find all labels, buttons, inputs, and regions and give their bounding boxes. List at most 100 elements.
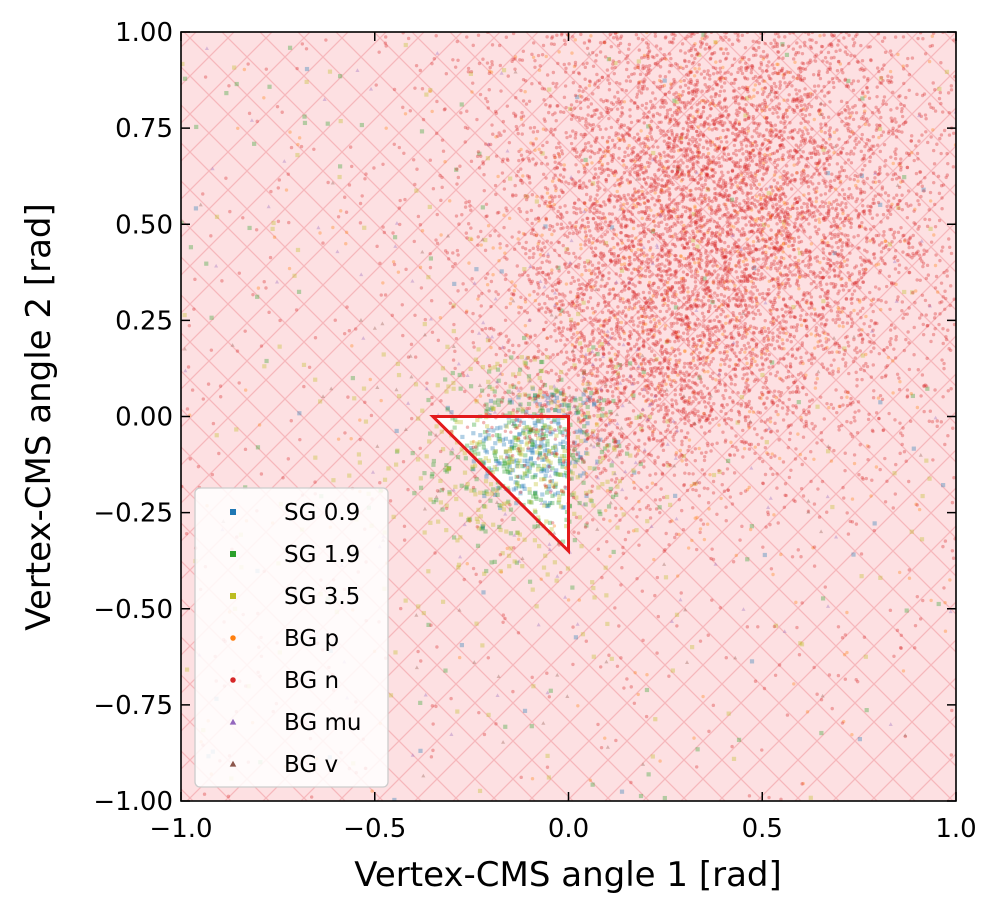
point-bg-n	[736, 34, 740, 38]
point-bg-n	[410, 416, 414, 421]
point-bg-n	[576, 198, 581, 202]
point-sg-1-9	[530, 442, 535, 447]
point-bg-n	[722, 329, 727, 333]
point-sg-1-9	[520, 463, 525, 469]
point-bg-n	[536, 53, 541, 58]
point-bg-n	[852, 235, 856, 239]
point-bg-n	[793, 255, 797, 260]
point-bg-n	[555, 166, 560, 170]
point-bg-n	[887, 411, 891, 416]
point-bg-n	[858, 286, 862, 290]
point-bg-n	[800, 601, 804, 605]
point-bg-p	[499, 570, 504, 574]
point-sg-1-9	[495, 367, 501, 372]
point-bg-n	[819, 44, 824, 49]
point-sg-3-5	[691, 212, 696, 217]
point-sg-1-9	[458, 386, 463, 391]
point-bg-n	[708, 304, 712, 308]
point-bg-n	[823, 192, 828, 196]
point-bg-p	[608, 554, 612, 559]
point-bg-p	[914, 289, 918, 293]
point-bg-n	[606, 74, 610, 78]
point-sg-3-5	[766, 191, 771, 196]
point-sg-3-5	[490, 386, 495, 391]
point-bg-p	[584, 208, 588, 212]
point-bg-n	[836, 234, 840, 239]
point-sg-0-9	[518, 491, 523, 496]
point-bg-n	[807, 259, 811, 263]
point-bg-n	[879, 299, 883, 303]
point-bg-p	[589, 34, 593, 38]
point-bg-p	[603, 149, 608, 153]
point-sg-0-9	[540, 436, 545, 442]
point-bg-n	[901, 67, 906, 71]
point-bg-n	[930, 419, 935, 424]
point-sg-0-9	[297, 411, 302, 416]
point-bg-p	[537, 147, 541, 152]
point-bg-n	[648, 157, 652, 161]
point-sg-3-5	[501, 501, 507, 506]
point-bg-p	[605, 140, 610, 144]
point-bg-n	[916, 368, 920, 372]
point-sg-3-5	[530, 385, 535, 390]
point-sg-3-5	[544, 457, 550, 462]
point-bg-n	[608, 384, 613, 389]
point-sg-3-5	[577, 515, 582, 520]
point-sg-3-5	[391, 514, 396, 519]
point-bg-n	[333, 318, 337, 322]
point-bg-n	[678, 49, 683, 53]
point-sg-3-5	[565, 566, 571, 571]
point-sg-3-5	[530, 587, 535, 592]
point-bg-p	[943, 600, 947, 605]
point-bg-n	[477, 294, 481, 298]
point-bg-p	[491, 246, 495, 250]
point-sg-1-9	[553, 387, 558, 392]
point-bg-p	[798, 452, 803, 457]
point-bg-n	[850, 434, 855, 439]
point-bg-n	[924, 116, 928, 121]
point-sg-1-9	[540, 425, 546, 431]
point-sg-0-9	[516, 395, 521, 400]
point-bg-n	[490, 62, 494, 67]
point-sg-1-9	[578, 396, 583, 401]
point-sg-0-9	[564, 459, 569, 464]
point-sg-0-9	[581, 471, 586, 476]
point-bg-n	[487, 88, 491, 92]
point-bg-n	[938, 258, 942, 263]
point-sg-0-9	[517, 474, 523, 479]
point-sg-1-9	[904, 608, 909, 613]
point-bg-n	[782, 236, 787, 241]
point-bg-p	[652, 317, 656, 322]
point-sg-0-9	[524, 473, 530, 479]
point-bg-n	[821, 330, 825, 334]
point-bg-n	[573, 63, 578, 67]
point-bg-n	[767, 246, 772, 250]
point-sg-3-5	[603, 241, 609, 246]
point-sg-1-9	[638, 461, 643, 467]
point-bg-p	[747, 485, 751, 490]
point-bg-p	[702, 411, 706, 416]
point-bg-n	[557, 269, 561, 273]
point-bg-n	[684, 136, 688, 140]
point-sg-3-5	[546, 458, 551, 464]
point-sg-3-5	[711, 472, 717, 478]
point-sg-3-5	[570, 471, 575, 476]
point-sg-0-9	[480, 524, 485, 529]
point-sg-1-9	[526, 393, 531, 398]
point-sg-3-5	[539, 455, 545, 460]
point-bg-n	[587, 240, 592, 244]
point-bg-n	[621, 545, 625, 550]
point-bg-p	[717, 232, 722, 236]
point-bg-n	[849, 217, 854, 221]
point-bg-n	[756, 199, 760, 204]
point-bg-n	[711, 371, 715, 375]
point-bg-p	[894, 282, 898, 287]
point-bg-p	[534, 137, 538, 141]
point-bg-p	[530, 777, 535, 781]
point-bg-n	[485, 429, 489, 434]
point-bg-n	[598, 50, 603, 54]
point-bg-n	[711, 333, 715, 337]
point-bg-p	[687, 207, 692, 211]
point-sg-3-5	[544, 519, 549, 524]
point-bg-n	[572, 279, 577, 284]
